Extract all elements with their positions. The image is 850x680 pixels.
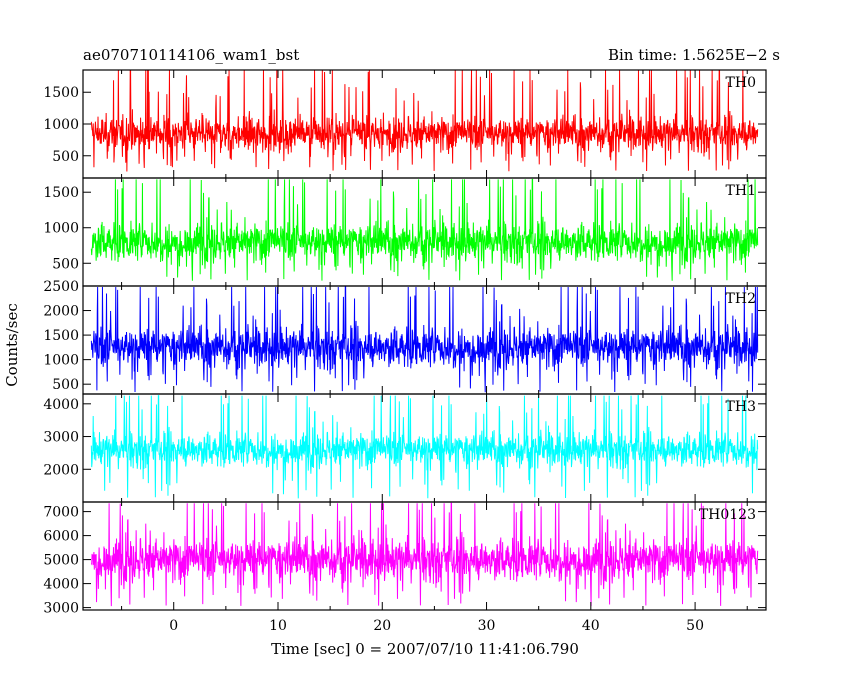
y-tick-label: 4000 (43, 397, 79, 413)
y-tick-label: 3000 (43, 601, 79, 617)
y-tick-label: 3000 (43, 430, 79, 446)
x-tick-label: 50 (686, 618, 704, 634)
y-tick-label: 500 (52, 256, 79, 272)
x-tick-label: 30 (478, 618, 496, 634)
y-tick-label: 500 (52, 377, 79, 393)
y-tick-label: 1000 (43, 117, 79, 133)
series-th3 (90, 395, 759, 499)
panel-frame (82, 501, 767, 611)
observation-title: ae070710114106_wam1_bst (83, 46, 299, 64)
panel-th1: 500 1000 1500 TH1 (43, 177, 767, 287)
panel-th2: 500 1000 1500 2000 2500 TH2 (43, 279, 767, 395)
y-tick-label: 1000 (43, 221, 79, 237)
y-tick-label: 500 (52, 149, 79, 165)
panel-label: TH3 (726, 399, 756, 415)
y-tick-label: 7000 (43, 505, 79, 521)
panel-label: TH1 (726, 183, 756, 199)
y-tick-label: 1500 (43, 85, 79, 101)
bin-time-label: Bin time: 1.5625E−2 s (608, 46, 780, 64)
y-tick-label: 6000 (43, 529, 79, 545)
y-tick-label: 2000 (43, 462, 79, 478)
y-tick-label: 4000 (43, 577, 79, 593)
series-th0 (90, 69, 759, 172)
series-th2 (90, 286, 759, 393)
x-tick-label: 10 (269, 618, 287, 634)
panel-th3: 2000 3000 4000 TH3 (43, 393, 767, 503)
panel-label: TH2 (726, 291, 756, 307)
y-tick-label: 1000 (43, 353, 79, 369)
x-tick-label: 20 (373, 618, 391, 634)
panel-th0: 500 1000 1500 TH0 (43, 69, 767, 179)
series-th0123 (90, 502, 759, 607)
y-tick-label: 2000 (43, 304, 79, 320)
panel-label: TH0123 (699, 507, 756, 523)
y-tick-label: 1500 (43, 328, 79, 344)
x-tick-label: 0 (169, 618, 178, 634)
panel-label: TH0 (726, 75, 756, 91)
y-axis-label: Counts/sec (3, 303, 21, 387)
panel-th0123: 3000 4000 5000 6000 7000 TH0123 (43, 501, 767, 617)
y-tick-label: 1500 (43, 185, 79, 201)
series-th1 (90, 178, 759, 281)
x-tick-label: 40 (582, 618, 600, 634)
y-tick-label: 5000 (43, 553, 79, 569)
x-axis-label: Time [sec] 0 = 2007/07/10 11:41:06.790 (271, 640, 579, 658)
y-tick-label: 2500 (43, 279, 79, 295)
